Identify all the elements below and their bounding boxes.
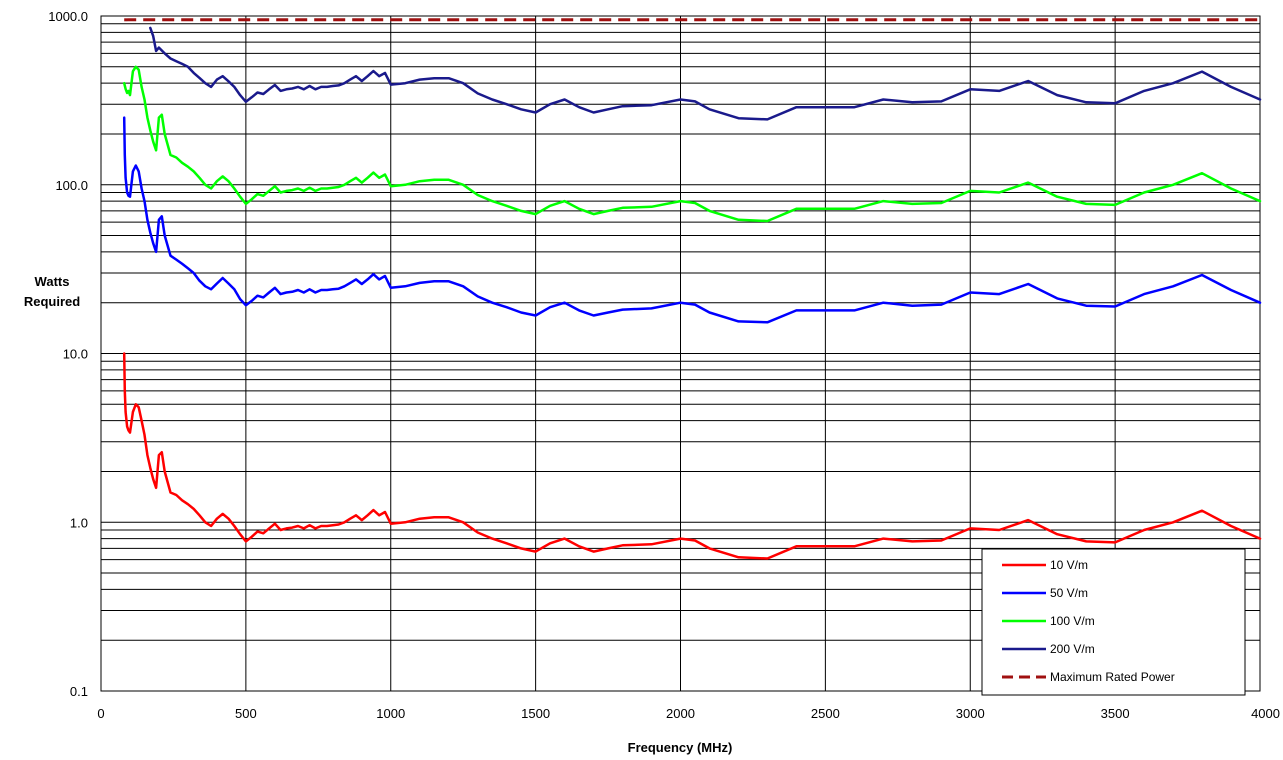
x-tick-label: 1500 (521, 706, 550, 721)
series-line-1 (122, 352, 1262, 560)
x-tick-label: 2000 (666, 706, 695, 721)
legend-label: 100 V/m (1050, 614, 1095, 628)
x-tick-label: 4000 (1251, 706, 1280, 721)
x-tick-label: 0 (97, 706, 104, 721)
x-tick-label: 3000 (956, 706, 985, 721)
y-tick-label: 100.0 (55, 178, 88, 193)
y-tick-label: 1.0 (70, 515, 88, 530)
x-axis-ticks: 0 500 1000 1500 2000 2500 3000 3500 4000 (97, 706, 1280, 721)
x-tick-label: 1000 (376, 706, 405, 721)
legend: 10 V/m 50 V/m 100 V/m 200 V/m Maximum Rated … (981, 548, 1246, 696)
y-tick-label: 10.0 (63, 347, 88, 362)
x-tick-label: 3500 (1101, 706, 1130, 721)
y-axis-ticks: 0.1 1.0 10.0 100.0 1000.0 (48, 9, 88, 699)
series-line-2 (122, 116, 1262, 324)
x-tick-label: 2500 (811, 706, 840, 721)
y-axis-title-line2: Required (24, 294, 80, 309)
series-line-3 (122, 65, 1262, 223)
series-layer (122, 18, 1262, 560)
x-axis-title: Frequency (MHz) (628, 740, 733, 755)
y-axis-title-line1: Watts (35, 274, 70, 289)
series-line-4 (149, 26, 1262, 121)
legend-label: 50 V/m (1050, 586, 1088, 600)
y-tick-label: 1000.0 (48, 9, 88, 24)
major-gridlines (100, 15, 1261, 692)
x-tick-label: 500 (235, 706, 257, 721)
legend-label: 200 V/m (1050, 642, 1095, 656)
legend-label: Maximum Rated Power (1050, 670, 1175, 684)
y-tick-label: 0.1 (70, 684, 88, 699)
legend-label: 10 V/m (1050, 558, 1088, 572)
